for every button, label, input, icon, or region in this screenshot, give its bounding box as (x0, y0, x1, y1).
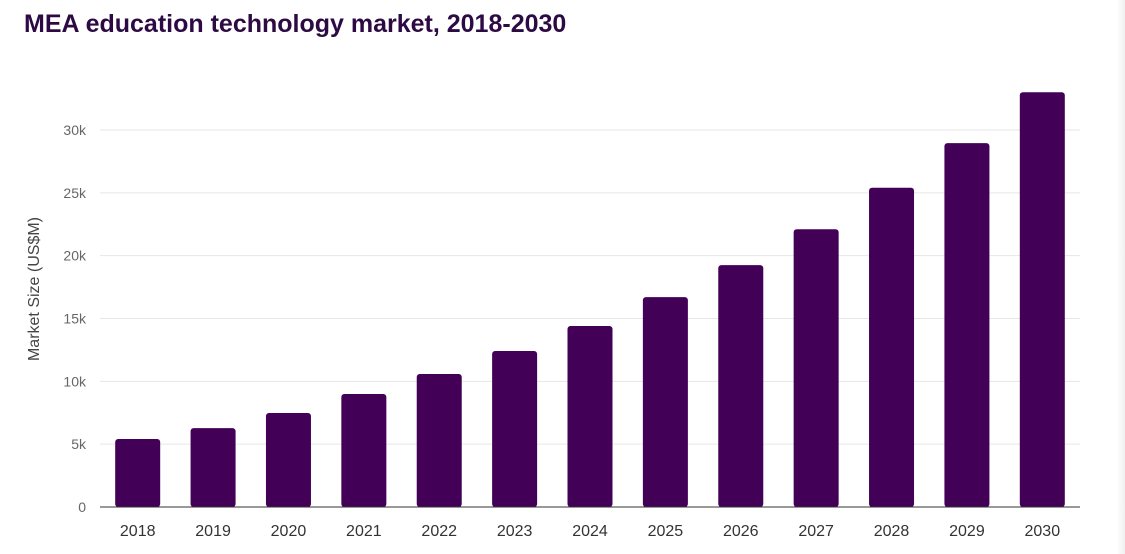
y-tick-label: 0 (78, 499, 86, 515)
x-tick-label: 2020 (271, 523, 307, 540)
scroll-edge (1117, 0, 1125, 554)
bar-2021 (341, 394, 387, 507)
y-tick-label: 20k (63, 248, 87, 264)
y-tick-label: 15k (63, 311, 87, 327)
y-axis-label: Market Size (US$M) (26, 217, 43, 361)
bar-2018 (115, 439, 161, 507)
bar-2024 (567, 326, 613, 507)
bar-2023 (492, 351, 538, 507)
bar-2030 (1019, 92, 1065, 508)
y-tick-label: 30k (63, 122, 87, 138)
x-tick-label: 2027 (798, 523, 834, 540)
bar-2022 (416, 374, 462, 507)
chart-title: MEA education technology market, 2018-20… (24, 10, 567, 38)
bar-2027 (793, 229, 839, 507)
x-tick-label: 2022 (421, 523, 457, 540)
x-tick-label: 2028 (874, 523, 910, 540)
bar-2029 (944, 143, 990, 507)
x-tick-label: 2019 (195, 523, 231, 540)
bar-2028 (869, 187, 915, 507)
x-tick-label: 2029 (949, 523, 985, 540)
bar-2020 (265, 413, 311, 507)
y-tick-label: 25k (63, 185, 87, 201)
y-tick-label: 10k (63, 373, 87, 389)
x-tick-label: 2024 (572, 523, 608, 540)
x-tick-label: 2025 (648, 523, 684, 540)
bar-2025 (642, 297, 688, 507)
y-tick-label: 5k (71, 436, 87, 452)
x-tick-label: 2018 (120, 523, 156, 540)
bar-2019 (190, 428, 236, 507)
x-tick-label: 2030 (1025, 523, 1061, 540)
bar-2026 (718, 265, 764, 507)
x-tick-label: 2021 (346, 523, 382, 540)
x-tick-label: 2023 (497, 523, 533, 540)
x-tick-label: 2026 (723, 523, 759, 540)
